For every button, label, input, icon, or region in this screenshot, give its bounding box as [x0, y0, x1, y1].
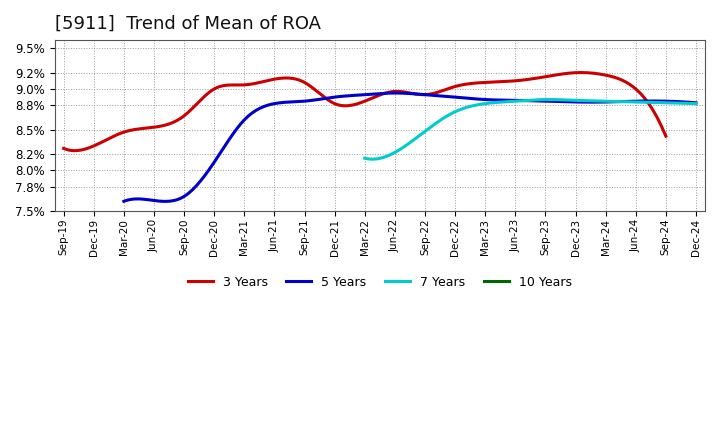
Text: [5911]  Trend of Mean of ROA: [5911] Trend of Mean of ROA [55, 15, 320, 33]
Legend: 3 Years, 5 Years, 7 Years, 10 Years: 3 Years, 5 Years, 7 Years, 10 Years [183, 271, 577, 294]
